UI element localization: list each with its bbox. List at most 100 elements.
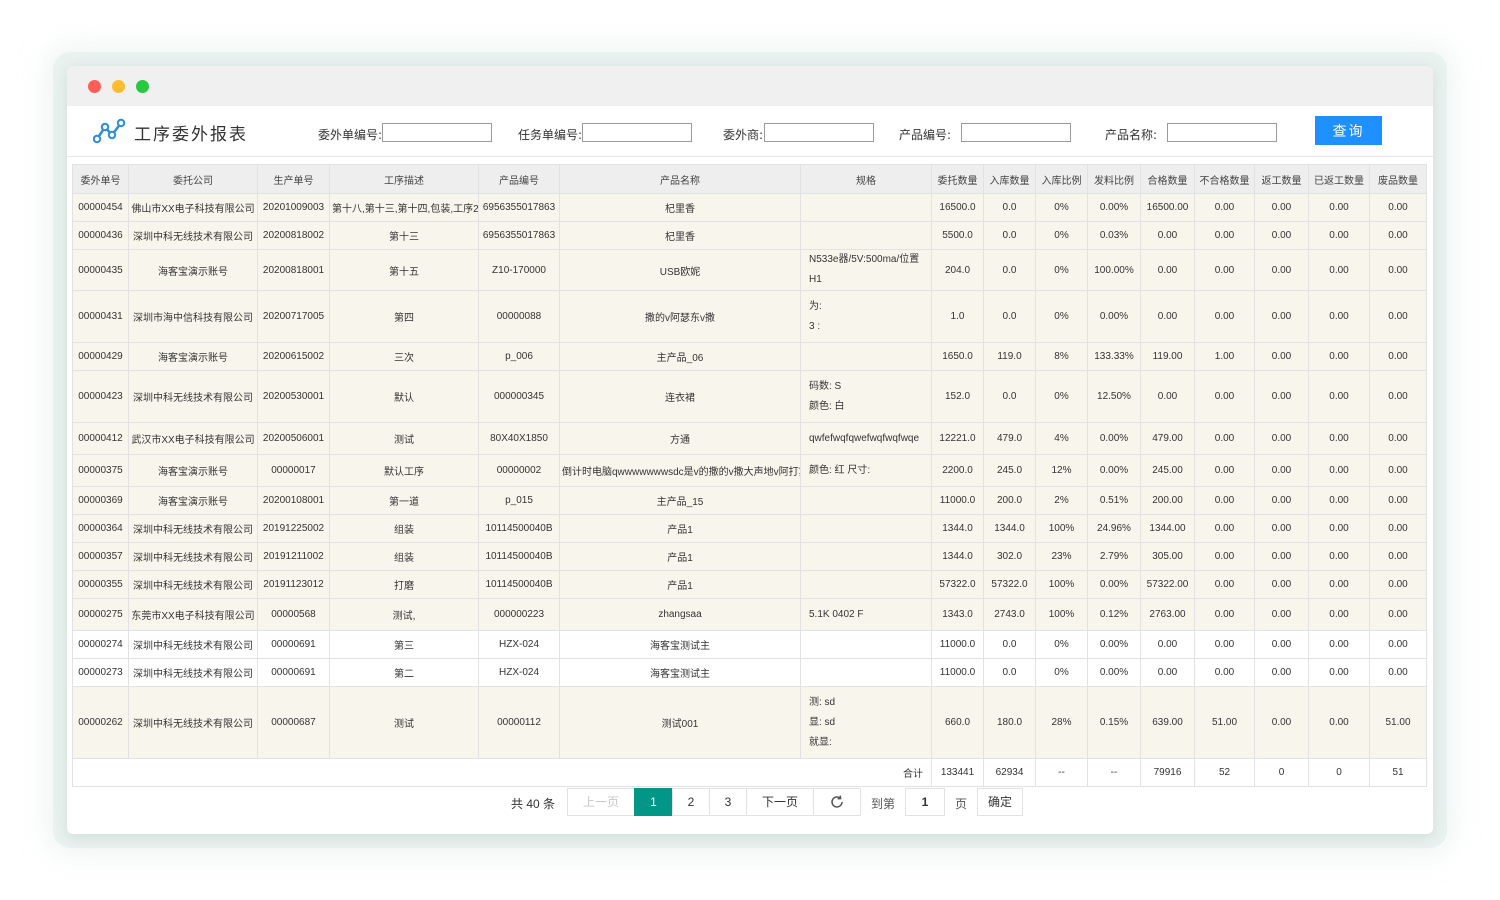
- page-1-button[interactable]: 1: [634, 788, 673, 816]
- table-cell: 方通: [559, 422, 801, 455]
- table-row[interactable]: 00000431 深圳市海中信科技有限公司 20200717005 第四 0000008…: [72, 290, 1427, 343]
- table-cell: 479.00: [1140, 422, 1195, 455]
- table-cell: 0.00%: [1087, 290, 1141, 343]
- table-cell: 0.00: [1369, 658, 1427, 687]
- table-cell: 深圳中科无线技术有限公司: [128, 686, 258, 759]
- table-row[interactable]: 00000357 深圳中科无线技术有限公司 20191211002 组装 1011450…: [72, 542, 1427, 571]
- table-cell: 打磨: [329, 570, 479, 599]
- table-cell: 0.00: [1254, 514, 1309, 543]
- table-cell: 0.12%: [1087, 598, 1141, 631]
- table-cell: 0.00: [1308, 570, 1370, 599]
- table-cell: 0.00: [1369, 598, 1427, 631]
- table-row[interactable]: 00000274 深圳中科无线技术有限公司 00000691 第三 HZX-024 海客宝…: [72, 630, 1427, 659]
- table-cell: 100%: [1035, 514, 1088, 543]
- table-cell: 默认工序: [329, 454, 479, 487]
- table-cell: 0.00: [1308, 630, 1370, 659]
- page-2-button[interactable]: 2: [672, 788, 710, 816]
- table-row[interactable]: 00000355 深圳中科无线技术有限公司 20191123012 打磨 1011450…: [72, 570, 1427, 599]
- table-cell: 20191225002: [257, 514, 330, 543]
- supplier-input[interactable]: [764, 123, 874, 142]
- goto-confirm-button[interactable]: 确定: [977, 788, 1023, 816]
- table-cell: 302.0: [983, 542, 1036, 571]
- task-no-input[interactable]: [582, 123, 692, 142]
- table-cell: 00000691: [257, 658, 330, 687]
- table-cell: 1344.0: [983, 514, 1036, 543]
- page-title: 工序委外报表: [134, 125, 248, 145]
- app-window: 工序委外报表 委外单编号: 任务单编号: 委外商: 产品编号: 产品名称: 查询…: [67, 66, 1433, 834]
- table-cell: 00000423: [72, 370, 129, 423]
- table-cell: p_006: [478, 342, 560, 371]
- product-name-input[interactable]: [1167, 123, 1277, 142]
- table-cell: 00000429: [72, 342, 129, 371]
- table-cell: 2%: [1035, 486, 1088, 515]
- table-cell: Z10-170000: [478, 249, 560, 291]
- table-cell: 2.79%: [1087, 542, 1141, 571]
- table-row[interactable]: 00000436 深圳中科无线技术有限公司 20200818002 第十三 695635…: [72, 221, 1427, 250]
- close-window-button[interactable]: [88, 80, 101, 93]
- totals-label: 合计: [72, 758, 932, 787]
- product-code-input[interactable]: [961, 123, 1071, 142]
- table-cell: 0.00%: [1087, 454, 1141, 487]
- table-row[interactable]: 00000435 海客宝演示账号 20200818001 第十五 Z10-170000 U…: [72, 249, 1427, 291]
- table-cell: 撒的v阿瑟东v撒: [559, 290, 801, 343]
- table-row[interactable]: 00000423 深圳中科无线技术有限公司 20200530001 默认 0000003…: [72, 370, 1427, 423]
- column-header: 不合格数量: [1194, 164, 1255, 194]
- table-cell: 100%: [1035, 570, 1088, 599]
- table-cell: 00000275: [72, 598, 129, 631]
- total-cell: 0: [1254, 758, 1309, 787]
- column-header: 委托公司: [128, 164, 258, 194]
- goto-page-input[interactable]: 1: [905, 788, 945, 816]
- table-cell: 默认: [329, 370, 479, 423]
- table-cell: 20200615002: [257, 342, 330, 371]
- table-cell: 0.00: [1308, 514, 1370, 543]
- table-cell: 20191211002: [257, 542, 330, 571]
- query-button[interactable]: 查询: [1315, 116, 1382, 145]
- table-cell: 12%: [1035, 454, 1088, 487]
- table-cell: 产品1: [559, 514, 801, 543]
- table-cell: 51.00: [1369, 686, 1427, 759]
- table-cell: 00000436: [72, 221, 129, 250]
- refresh-button[interactable]: [813, 788, 861, 816]
- next-page-button[interactable]: 下一页: [746, 788, 814, 816]
- totals-row: 合计 133441 62934 -- -- 79916 52 0 0 51: [72, 758, 1427, 787]
- table-row[interactable]: 00000454 佛山市XX电子科技有限公司 20201009003 第十八,第十三,…: [72, 193, 1427, 222]
- table-cell: 0.00: [1308, 598, 1370, 631]
- table-cell: 海客宝演示账号: [128, 249, 258, 291]
- table-cell: 11000.0: [931, 486, 984, 515]
- page-3-button[interactable]: 3: [709, 788, 747, 816]
- table-cell: 0.0: [983, 658, 1036, 687]
- table-row[interactable]: 00000262 深圳中科无线技术有限公司 00000687 测试 00000112 测试…: [72, 686, 1427, 759]
- outsource-no-input[interactable]: [382, 123, 492, 142]
- table-row[interactable]: 00000412 武汉市XX电子科技有限公司 20200506001 测试 80X40X…: [72, 422, 1427, 455]
- minimize-window-button[interactable]: [112, 80, 125, 93]
- table-row[interactable]: 00000364 深圳中科无线技术有限公司 20191225002 组装 1011450…: [72, 514, 1427, 543]
- table-cell: 16500.0: [931, 193, 984, 222]
- table-row[interactable]: 00000273 深圳中科无线技术有限公司 00000691 第二 HZX-024 海客宝…: [72, 658, 1427, 687]
- table-row[interactable]: 00000429 海客宝演示账号 20200615002 三次 p_006 主产品_06 1…: [72, 342, 1427, 371]
- table-cell: 颜色: 红 尺寸:: [800, 454, 932, 487]
- table-cell: 0.00: [1140, 658, 1195, 687]
- table-cell: 0.51%: [1087, 486, 1141, 515]
- column-header: 产品编号: [478, 164, 560, 194]
- table-row[interactable]: 00000369 海客宝演示账号 20200108001 第一道 p_015 主产品_15…: [72, 486, 1427, 515]
- column-header: 发料比例: [1087, 164, 1141, 194]
- table-cell: 6956355017863: [478, 221, 560, 250]
- table-cell: [800, 514, 932, 543]
- table-cell: 1.0: [931, 290, 984, 343]
- table-row[interactable]: 00000375 海客宝演示账号 00000017 默认工序 00000002 倒计时电脑…: [72, 454, 1427, 487]
- table-cell: 0.00: [1254, 193, 1309, 222]
- table-row[interactable]: 00000275 东莞市XX电子科技有限公司 00000568 测试, 00000022…: [72, 598, 1427, 631]
- maximize-window-button[interactable]: [136, 80, 149, 93]
- table-cell: 0.00: [1254, 658, 1309, 687]
- table-cell: 0.00: [1194, 570, 1255, 599]
- table-cell: 204.0: [931, 249, 984, 291]
- table-cell: 组装: [329, 542, 479, 571]
- table-cell: 深圳中科无线技术有限公司: [128, 630, 258, 659]
- filter-label-supplier: 委外商:: [723, 128, 764, 142]
- table-cell: 00000412: [72, 422, 129, 455]
- table-cell: 00000454: [72, 193, 129, 222]
- table-cell: 深圳中科无线技术有限公司: [128, 542, 258, 571]
- table-cell: 10114500040B: [478, 542, 560, 571]
- table-cell: 0.00: [1308, 249, 1370, 291]
- prev-page-button[interactable]: 上一页: [567, 788, 635, 816]
